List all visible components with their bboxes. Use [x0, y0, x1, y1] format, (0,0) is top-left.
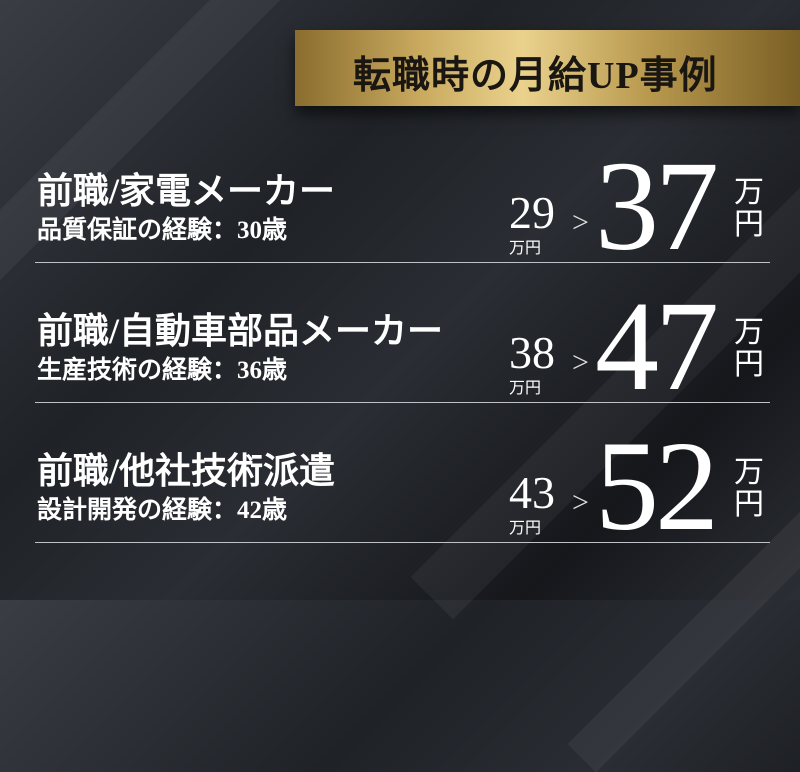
previous-job: 前職/他社技術派遣: [37, 451, 336, 491]
title-banner: 転職時の月給UP事例: [295, 30, 800, 106]
salary-after-unit: 万: [734, 456, 764, 489]
salary-after-unit: 円: [734, 348, 764, 381]
salary-after: 47: [595, 275, 719, 417]
salary-before-unit: 万円: [509, 380, 542, 397]
salary-before: 38: [509, 327, 555, 378]
salary-before: 29: [509, 187, 555, 238]
salary-before-unit: 万円: [509, 520, 542, 537]
page-title: 転職時の月給UP事例: [353, 55, 718, 97]
salary-after: 37: [595, 135, 719, 277]
arrow-icon: >: [572, 206, 589, 239]
salary-after-unit: 万: [734, 316, 764, 349]
experience-age: 生産技術の経験：36歳: [37, 357, 288, 384]
salary-before: 43: [509, 467, 555, 518]
salary-before-unit: 万円: [509, 240, 542, 257]
experience-age: 設計開発の経験：42歳: [37, 497, 288, 524]
salary-after: 52: [595, 415, 719, 557]
salary-after-unit: 円: [734, 208, 764, 241]
arrow-icon: >: [572, 486, 589, 519]
salary-after-unit: 円: [734, 488, 764, 521]
case-row: 前職/他社技術派遣 設計開発の経験：42歳 43 万円 > 52 万 円: [35, 402, 770, 550]
case-row: 前職/家電メーカー 品質保証の経験：30歳 29 万円 > 37 万 円: [35, 122, 770, 270]
salary-after-unit: 万: [734, 176, 764, 209]
previous-job: 前職/家電メーカー: [37, 171, 336, 211]
arrow-icon: >: [572, 346, 589, 379]
experience-age: 品質保証の経験：30歳: [37, 217, 288, 244]
case-row: 前職/自動車部品メーカー 生産技術の経験：36歳 38 万円 > 47 万 円: [35, 262, 770, 410]
previous-job: 前職/自動車部品メーカー: [37, 311, 444, 351]
